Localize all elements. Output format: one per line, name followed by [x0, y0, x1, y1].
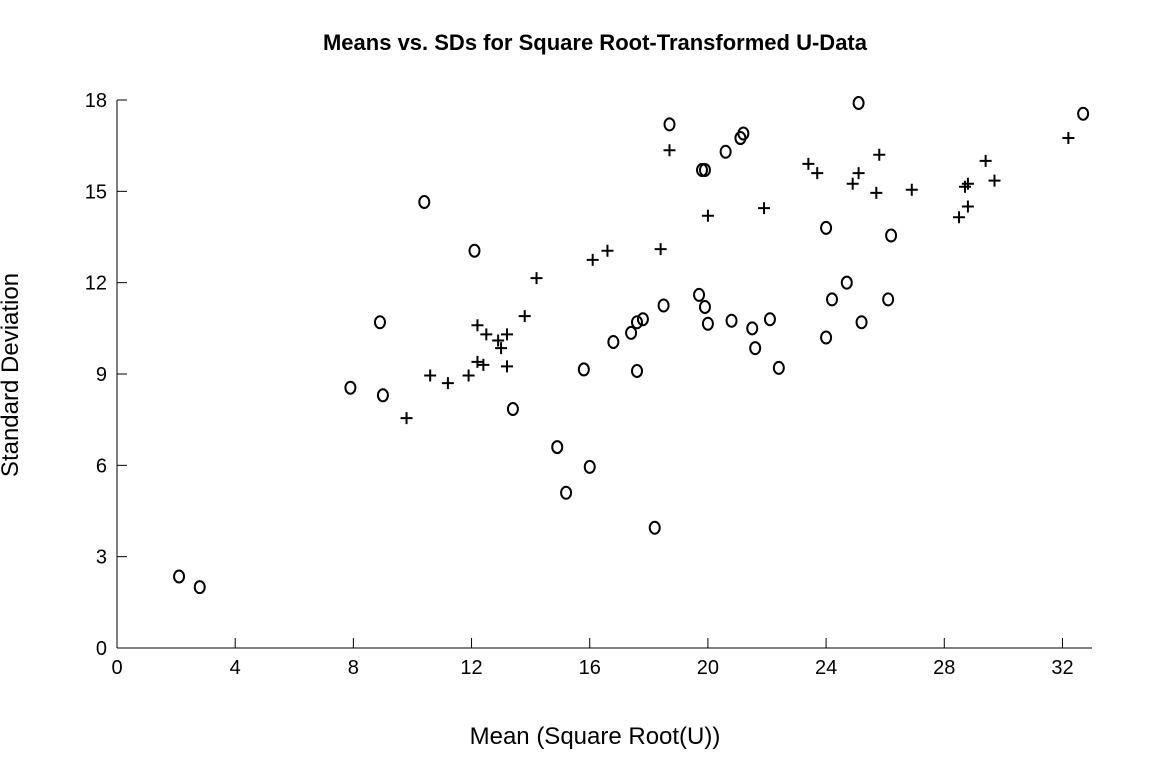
point-circle: [852, 96, 865, 111]
axes: 0 4 8 12 16 20 24 28 32 0 3 6 9 12 15 18: [85, 90, 1092, 679]
point-plus: [601, 244, 614, 257]
point-plus: [958, 180, 971, 193]
y-tick-label: 18: [85, 90, 107, 112]
point-circle: [820, 330, 833, 345]
point-plus: [441, 377, 454, 390]
point-plus: [846, 177, 859, 190]
point-plus: [462, 369, 475, 382]
point-plus: [905, 183, 918, 196]
point-plus: [654, 243, 667, 256]
x-tick-label: 0: [111, 657, 122, 679]
y-tick-label: 9: [96, 364, 107, 386]
point-plus: [961, 200, 974, 213]
point-circle: [701, 316, 714, 331]
point-plus: [988, 174, 1001, 187]
point-plus: [586, 253, 599, 266]
point-circle: [698, 163, 711, 178]
point-circle: [344, 380, 357, 395]
point-circle: [885, 228, 898, 243]
data-points: [173, 96, 1090, 595]
point-circle: [607, 335, 620, 350]
point-plus: [492, 334, 505, 347]
point-circle: [577, 362, 590, 377]
point-circle: [173, 569, 186, 584]
x-tick-label: 20: [697, 657, 719, 679]
point-circle: [583, 459, 596, 474]
point-circle: [820, 220, 833, 235]
point-plus: [477, 358, 490, 371]
point-plus: [501, 360, 513, 373]
point-circle: [506, 402, 519, 417]
point-plus: [495, 342, 508, 355]
point-plus: [424, 369, 437, 382]
x-tick-label: 12: [460, 657, 482, 679]
point-plus: [471, 355, 484, 368]
point-circle: [719, 144, 732, 159]
point-circle: [657, 298, 670, 313]
point-circle: [1077, 106, 1090, 121]
point-circle: [551, 440, 564, 455]
point-circle: [693, 287, 706, 302]
x-axis-label: Mean (Square Root(U)): [470, 723, 721, 750]
point-circle: [648, 520, 661, 535]
point-circle: [636, 312, 649, 327]
point-circle: [376, 388, 389, 403]
point-circle: [560, 485, 573, 500]
point-plus: [811, 167, 824, 180]
point-plus: [870, 186, 883, 199]
point-circle: [725, 313, 738, 328]
point-circle: [625, 325, 638, 340]
x-tick-label: 24: [815, 657, 837, 679]
y-tick-label: 3: [96, 547, 107, 569]
point-plus: [979, 154, 992, 167]
y-tick-label: 6: [96, 455, 107, 477]
point-circle: [663, 117, 676, 132]
point-plus: [701, 209, 714, 222]
x-tick-label: 16: [579, 657, 601, 679]
point-circle: [193, 580, 206, 595]
x-tick-label: 4: [230, 657, 241, 679]
y-tick-label: 12: [85, 273, 107, 295]
chart-title: Means vs. SDs for Square Root-Transforme…: [323, 30, 868, 55]
x-tick-label: 32: [1051, 657, 1073, 679]
point-circle: [373, 315, 386, 330]
y-tick-label: 15: [85, 181, 107, 203]
point-circle: [840, 275, 853, 290]
point-plus: [758, 202, 771, 215]
point-circle: [698, 300, 711, 315]
point-plus: [480, 328, 493, 341]
x-tick-label: 28: [933, 657, 955, 679]
point-plus: [518, 310, 531, 323]
y-axis-label: Standard Deviation: [0, 273, 24, 477]
point-circle: [468, 243, 481, 258]
point-plus: [1062, 132, 1075, 145]
y-tick-label: 0: [96, 638, 107, 660]
point-plus: [953, 211, 966, 224]
point-plus: [802, 157, 815, 170]
point-plus: [501, 328, 513, 341]
point-plus: [530, 272, 543, 285]
point-circle: [631, 363, 643, 378]
x-tick-label: 8: [348, 657, 359, 679]
point-circle: [772, 360, 785, 375]
point-circle: [826, 292, 838, 307]
point-plus: [663, 144, 676, 157]
point-plus: [852, 167, 865, 180]
point-circle: [737, 126, 750, 141]
point-plus: [471, 319, 484, 332]
point-circle: [763, 312, 776, 327]
point-circle: [631, 315, 643, 330]
point-circle: [882, 292, 895, 307]
point-plus: [961, 177, 974, 190]
point-circle: [746, 321, 759, 336]
point-circle: [749, 341, 762, 356]
point-plus: [400, 412, 413, 425]
point-plus: [873, 148, 886, 161]
point-circle: [418, 194, 431, 209]
point-circle: [855, 315, 868, 330]
